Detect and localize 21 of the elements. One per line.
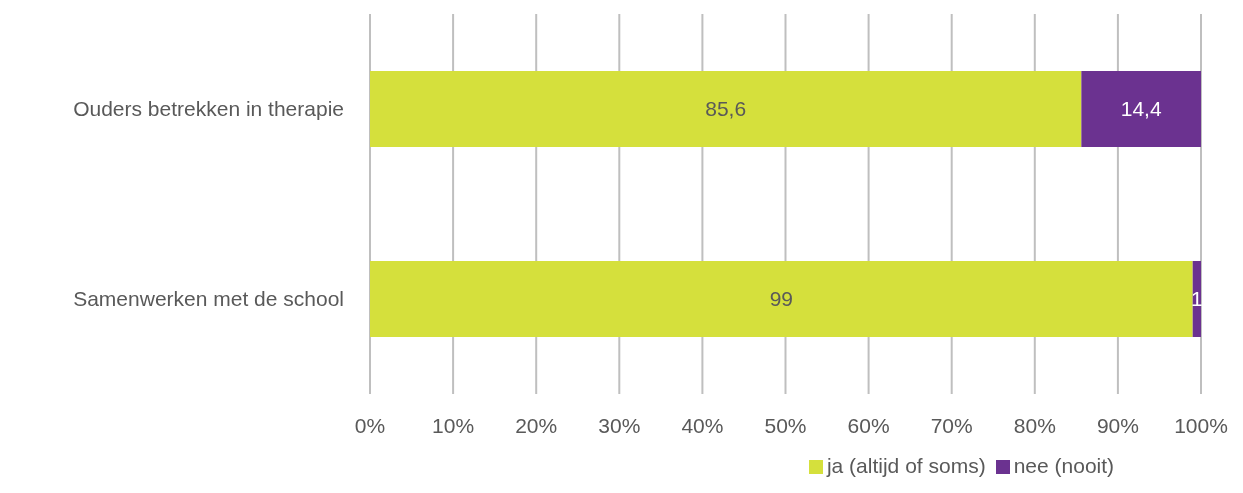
x-tick-label: 60%: [847, 413, 890, 437]
x-tick-label: 40%: [681, 413, 724, 437]
y-tick-label: Samenwerken met de school: [73, 287, 344, 311]
x-tick-label: 100%: [1174, 413, 1228, 437]
x-tick-label: 70%: [930, 413, 973, 437]
x-tick-label: 80%: [1013, 413, 1056, 437]
x-tick-label: 90%: [1096, 413, 1139, 437]
data-label: 85,6: [705, 97, 747, 121]
x-tick-label: 30%: [598, 413, 641, 437]
legend-label: nee (nooit): [1013, 454, 1115, 477]
bar: [370, 261, 1193, 337]
x-tick-label: 0%: [354, 413, 386, 437]
bar: [370, 71, 1082, 147]
data-label: 99: [769, 287, 794, 311]
x-tick-label: 50%: [764, 413, 807, 437]
x-tick-label: 20%: [515, 413, 558, 437]
legend-label: ja (altijd of soms): [826, 454, 986, 477]
y-tick-label: Ouders betrekken in therapie: [73, 97, 344, 121]
data-label: 14,4: [1120, 97, 1162, 121]
bar: [1081, 71, 1201, 147]
x-tick-label: 10%: [432, 413, 475, 437]
